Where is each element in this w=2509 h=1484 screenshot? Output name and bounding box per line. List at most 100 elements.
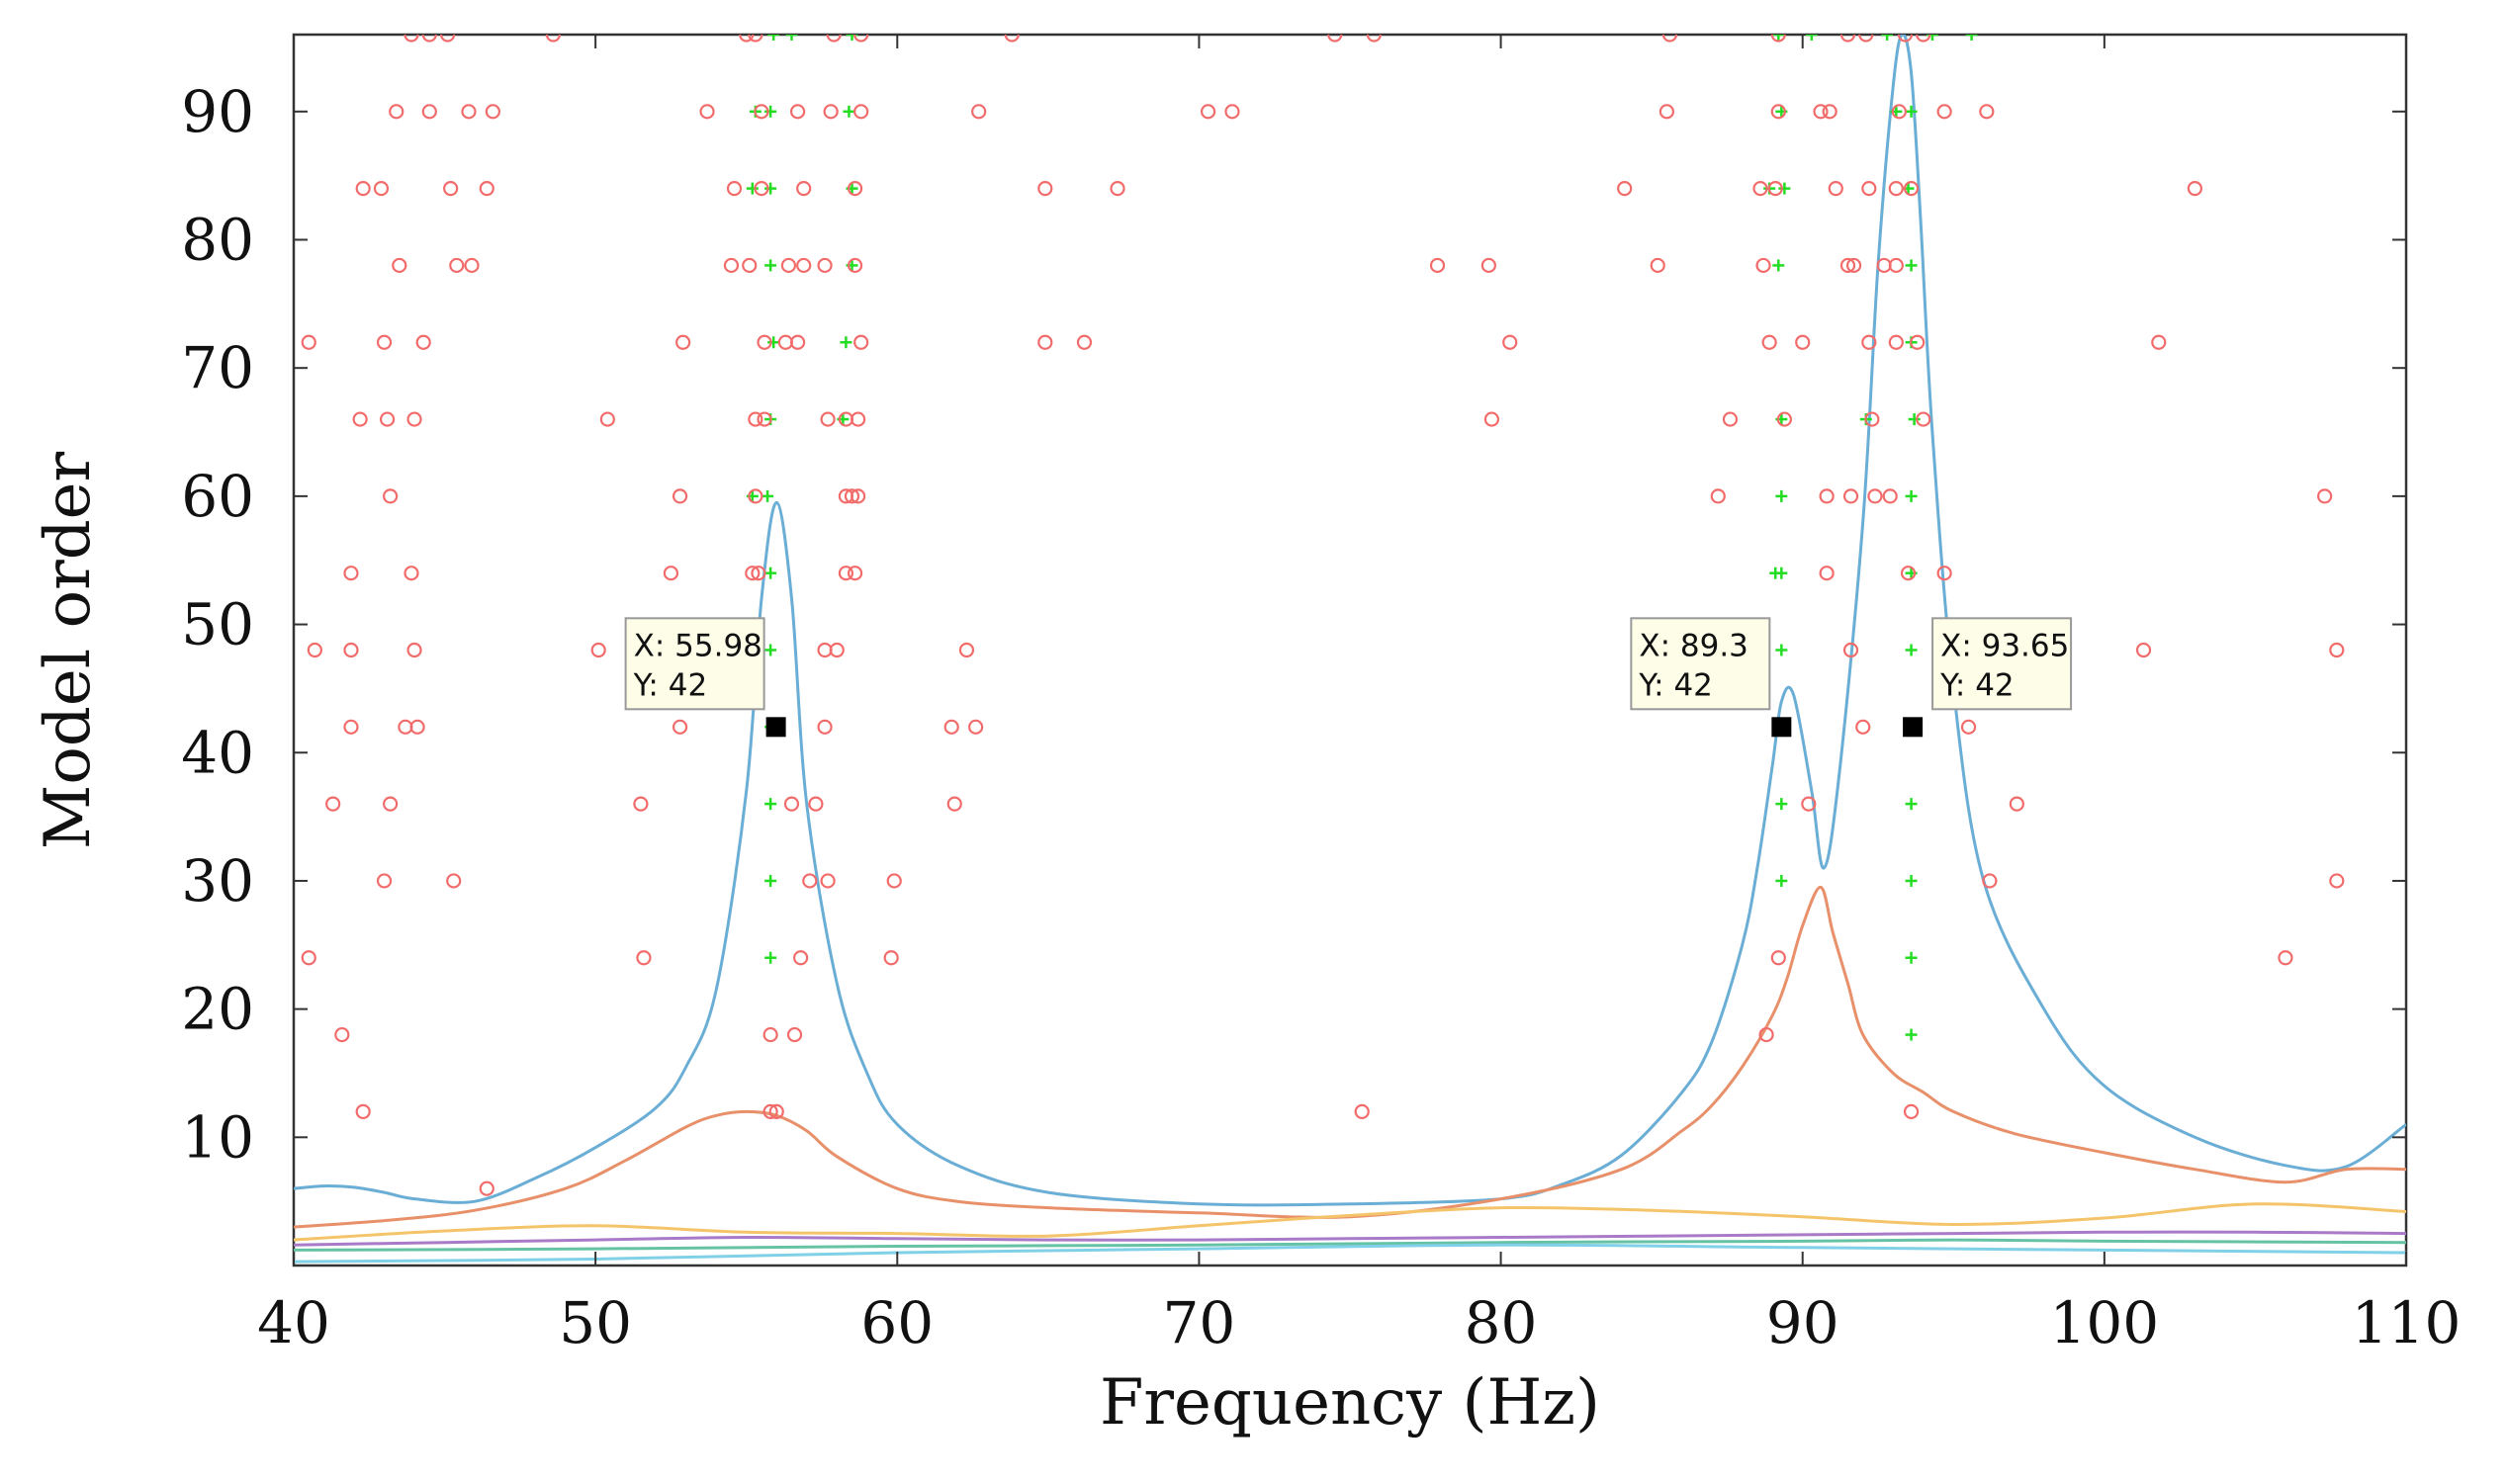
datatip-box (1931, 617, 2073, 711)
stable-pole-marker (1965, 35, 1978, 41)
unstable-pole-marker (748, 35, 763, 43)
unstable-pole-marker (343, 642, 359, 658)
unstable-pole-marker (853, 35, 869, 43)
unstable-pole-marker (2329, 873, 2345, 889)
unstable-pole-marker (1882, 488, 1898, 504)
unstable-pole-marker (1888, 334, 1904, 350)
unstable-pole-marker (1770, 950, 1786, 966)
unstable-pole-marker (968, 719, 984, 735)
unstable-pole-marker (943, 719, 959, 735)
unstable-pole-marker (1755, 257, 1771, 274)
unstable-pole-marker (443, 181, 459, 197)
unstable-pole-marker (325, 796, 341, 812)
unstable-pole-marker (479, 181, 494, 197)
unstable-pole-marker (392, 257, 407, 274)
unstable-pole-marker (1828, 181, 1843, 197)
unstable-pole-marker (1960, 719, 1977, 735)
x-tick-label: 60 (860, 1289, 934, 1356)
stable-pole-marker (1905, 798, 1918, 811)
unstable-pole-marker (1480, 257, 1496, 274)
unstable-pole-marker (1483, 411, 1500, 427)
unstable-pole-marker (1366, 35, 1383, 43)
stable-pole-marker (764, 644, 777, 656)
unstable-pole-marker (307, 642, 322, 658)
unstable-pole-marker (1839, 257, 1856, 274)
unstable-pole-marker (853, 104, 869, 120)
y-tick-label: 50 (181, 591, 254, 658)
unstable-pole-marker (355, 181, 371, 197)
datatip-marker (1903, 717, 1924, 738)
datatip-y-label: Y: 42 (633, 667, 708, 703)
unstable-pole-marker (1770, 104, 1786, 120)
unstable-pole-marker (1710, 488, 1726, 504)
unstable-pole-marker (675, 334, 691, 350)
unstable-pole-marker (1979, 104, 1995, 120)
unstable-pole-marker (1982, 873, 1998, 889)
unstable-pole-marker (461, 104, 477, 120)
stable-pole-marker (764, 874, 777, 887)
unstable-pole-marker (829, 642, 845, 658)
unstable-pole-marker (383, 488, 399, 504)
unstable-pole-marker (847, 257, 863, 274)
series-line-curve2 (294, 885, 2406, 1229)
stable-pole-marker (843, 105, 855, 118)
stable-pole-marker (1905, 644, 1918, 656)
unstable-pole-marker (1661, 35, 1678, 43)
datatip[interactable]: X: 89.3 Y: 42 (1630, 617, 1792, 738)
series-line-curve4 (294, 1230, 2406, 1247)
y-tick-label: 60 (181, 463, 254, 530)
unstable-pole-marker (847, 566, 863, 581)
unstable-pole-marker (1864, 411, 1880, 427)
unstable-pole-marker (739, 35, 755, 43)
unstable-pole-marker (762, 1103, 778, 1119)
unstable-pole-marker (1903, 181, 1920, 197)
unstable-pole-marker (1752, 181, 1768, 197)
unstable-pole-marker (1761, 334, 1777, 350)
unstable-pole-marker (1767, 181, 1783, 197)
unstable-pole-marker (808, 796, 824, 812)
stable-pole-marker (764, 182, 777, 195)
datatip-marker (765, 717, 786, 738)
unstable-pole-marker (742, 257, 758, 274)
stable-pole-marker (1905, 259, 1918, 272)
unstable-pole-marker (1037, 334, 1053, 350)
datatip[interactable]: X: 55.98 Y: 42 (624, 617, 786, 738)
unstable-pole-marker (636, 950, 652, 966)
unstable-pole-marker (1076, 334, 1093, 350)
unstable-pole-marker (2317, 488, 2333, 504)
unstable-pole-marker (1891, 104, 1907, 120)
unstable-pole-marker (1842, 642, 1859, 658)
unstable-pole-marker (1429, 257, 1446, 274)
unstable-pole-marker (851, 488, 866, 504)
unstable-pole-marker (762, 1026, 778, 1043)
unstable-pole-marker (379, 411, 396, 427)
unstable-pole-marker (847, 181, 863, 197)
stable-pole-marker (1775, 798, 1788, 811)
datatip-x-label: X: 89.3 (1639, 628, 1748, 663)
x-tick-label: 110 (2352, 1289, 2462, 1356)
stable-pole-marker (1908, 413, 1921, 426)
unstable-pole-marker (409, 719, 425, 735)
unstable-pole-marker (1004, 35, 1020, 43)
stable-pole-marker (746, 182, 759, 195)
unstable-pole-marker (817, 257, 833, 274)
stable-pole-marker (764, 798, 777, 811)
unstable-pole-marker (1327, 35, 1343, 43)
unstable-pole-marker (1819, 488, 1835, 504)
unstable-pole-marker (1617, 181, 1633, 197)
stable-pole-marker (1772, 259, 1785, 272)
datatip-x-label: X: 93.65 (1940, 628, 2069, 663)
stable-pole-marker (764, 105, 777, 118)
stable-pole-marker (785, 35, 798, 41)
unstable-pole-marker (1888, 257, 1904, 274)
unstable-pole-marker (783, 796, 800, 812)
unstable-pole-marker (789, 104, 806, 120)
unstable-pole-marker (853, 334, 869, 350)
unstable-pole-marker (485, 104, 500, 120)
unstable-pole-marker (1037, 181, 1053, 197)
unstable-pole-marker (844, 488, 860, 504)
unstable-pole-marker (802, 873, 818, 889)
stable-pole-marker (764, 951, 777, 964)
unstable-pole-marker (376, 873, 393, 889)
datatip[interactable]: X: 93.65 Y: 42 (1903, 617, 2073, 738)
